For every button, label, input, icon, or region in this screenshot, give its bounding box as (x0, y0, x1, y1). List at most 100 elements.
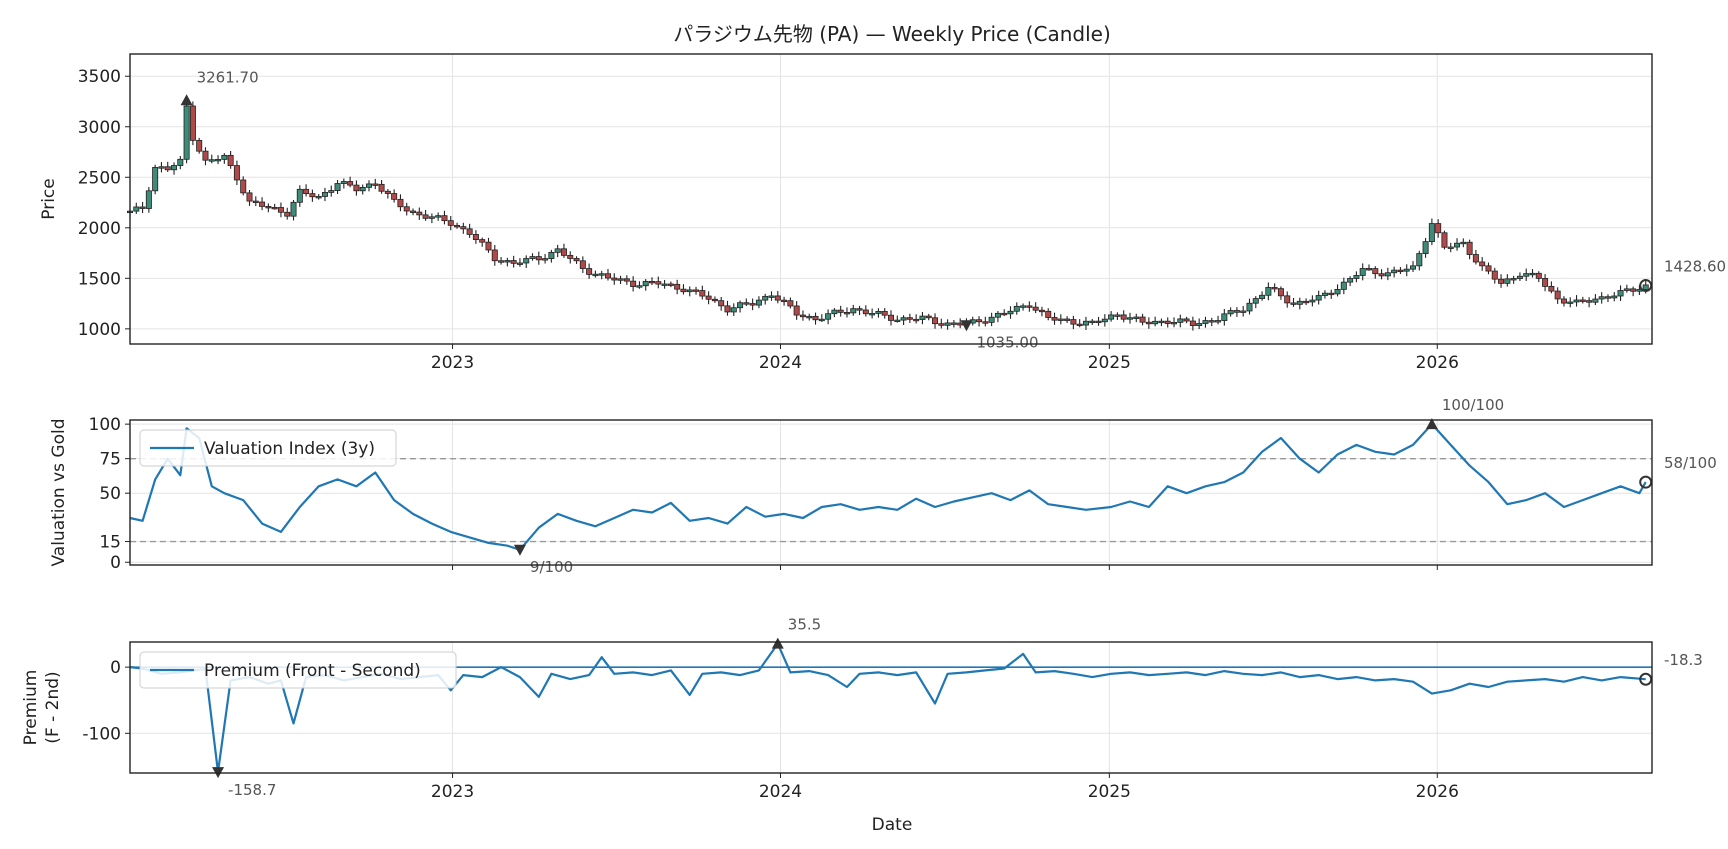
candle-body (1460, 241, 1467, 245)
y-tick-label: 0 (110, 658, 121, 678)
candle-body (1290, 302, 1297, 305)
candle-body (699, 290, 706, 297)
candle-body (353, 184, 360, 192)
legend-label: Valuation Index (3y) (204, 439, 375, 459)
candle-body (1183, 318, 1190, 322)
candle-body (133, 206, 140, 212)
candle-body (384, 190, 391, 194)
candle-body (1617, 290, 1624, 297)
candle-body (1479, 261, 1486, 267)
candle-body (1384, 272, 1391, 277)
candle-body (1403, 268, 1410, 272)
candle-body (1101, 318, 1108, 323)
candle-body (416, 211, 423, 216)
candle-body (869, 313, 876, 316)
candle-body (1246, 302, 1253, 312)
candle-body (586, 268, 593, 275)
candle-body (1020, 305, 1027, 308)
candle-body (1196, 323, 1203, 326)
candle-body (1428, 223, 1435, 243)
valuation-panel: 015 50 75 100 100/100 9/100 58/100 Valuation vs… (49, 396, 1717, 576)
candle-body (410, 210, 417, 213)
candle-body (1177, 318, 1184, 323)
candle-body (1441, 232, 1448, 248)
candle-body (454, 224, 461, 228)
candle-body (259, 201, 266, 207)
last-marker (1639, 279, 1653, 293)
chart-title: パラジウム先物 (PA) — Weekly Price (Candle) (673, 22, 1111, 46)
annotation-label: 3261.70 (197, 68, 259, 86)
candle-body (579, 260, 586, 269)
candle-body (957, 322, 964, 326)
candle-body (1504, 278, 1511, 284)
candle-body (1189, 320, 1196, 326)
candle-body (498, 260, 505, 263)
candle-body (1051, 317, 1058, 321)
x-tick-label: 2023 (431, 782, 474, 802)
candle-body (145, 190, 152, 209)
candle-body (1240, 310, 1247, 313)
candle-body (919, 315, 926, 320)
candle-body (171, 165, 178, 171)
candle-body (1082, 320, 1089, 326)
candle-body (856, 308, 863, 311)
y-tick-label: 3500 (78, 67, 121, 87)
candle-body (680, 288, 687, 293)
candle-body (1598, 296, 1605, 300)
candle-body (762, 295, 769, 301)
candle-body (592, 273, 599, 277)
candle-body (554, 248, 561, 253)
candle-body (334, 183, 341, 191)
candle-body (755, 299, 762, 306)
candle-body (913, 318, 920, 322)
x-tick-label: 2026 (1416, 353, 1459, 373)
annotation-label: 35.5 (788, 616, 821, 634)
candle-body (183, 105, 190, 160)
candle-body (793, 305, 800, 316)
candle-body (1466, 241, 1473, 255)
candle-body (189, 105, 196, 141)
candle-body (718, 300, 725, 307)
candle-body (781, 299, 788, 303)
candle-body (799, 314, 806, 318)
candle-body (976, 319, 983, 323)
candle-body (598, 273, 605, 276)
candle-body (271, 206, 278, 210)
y-tick-label: 50 (99, 484, 121, 504)
candle-body (466, 228, 473, 235)
candle-body (1510, 278, 1517, 281)
candle-body (296, 188, 303, 203)
axes-frame (129, 641, 1653, 774)
candle-body (850, 308, 857, 314)
candle-body (403, 206, 410, 212)
candle-body (1397, 269, 1404, 273)
candle-body (667, 283, 674, 286)
annotation-label: 9/100 (530, 558, 573, 576)
annotation-label: 58/100 (1664, 454, 1717, 472)
candle-body (422, 214, 429, 219)
candle-body (1472, 254, 1479, 263)
candle-body (447, 220, 454, 226)
candle-body (862, 309, 869, 315)
candle-body (1089, 320, 1096, 324)
candle-body (768, 295, 775, 298)
y-axis-label: (F - 2nd) (43, 671, 63, 743)
series-line (129, 423, 1647, 551)
candle-body (460, 226, 467, 230)
candle-body (825, 313, 832, 320)
candle-body (938, 323, 945, 326)
x-tick-label: 2025 (1088, 353, 1131, 373)
candle-body (881, 310, 888, 316)
candle-body (693, 289, 700, 292)
candle-body (1604, 296, 1611, 299)
candle-body (1114, 314, 1121, 317)
legend-box (139, 651, 457, 689)
candle-body (1592, 298, 1599, 303)
candle-body (516, 262, 523, 265)
candle-body (1516, 275, 1523, 279)
candle-body (529, 256, 536, 259)
candle-body (1108, 314, 1115, 320)
x-tick-label: 2024 (759, 353, 802, 373)
axes-frame (129, 419, 1653, 566)
